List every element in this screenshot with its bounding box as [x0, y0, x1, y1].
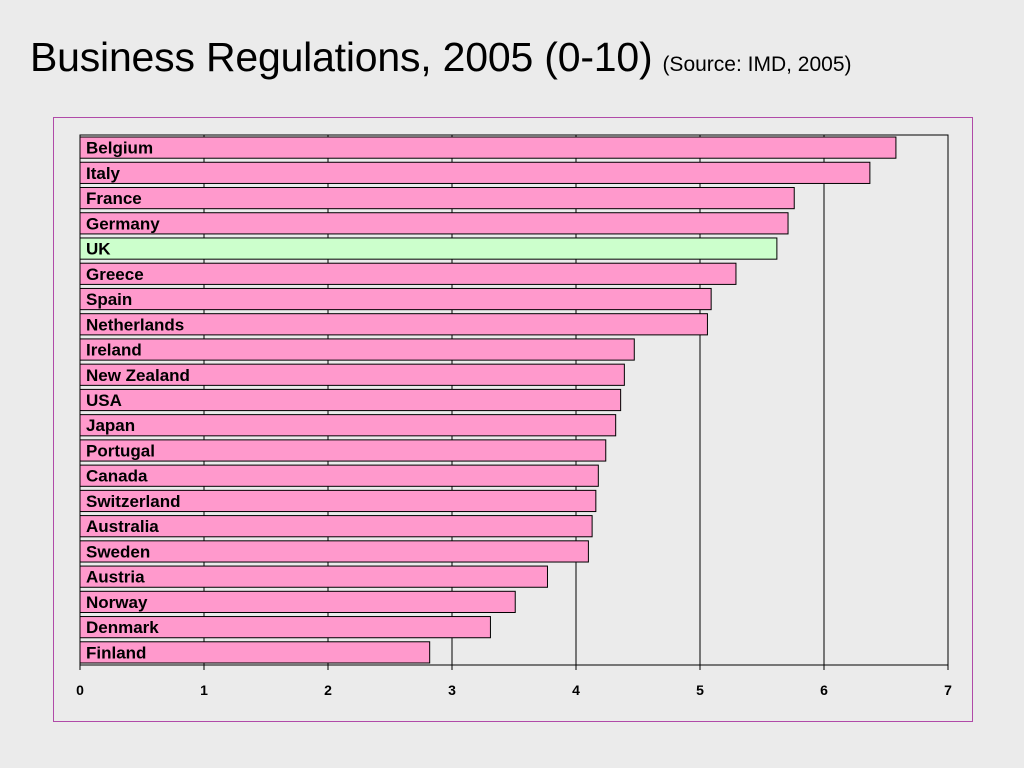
bar-uk: [79, 237, 778, 260]
bar-switzerland: [79, 489, 597, 513]
bar-ireland: [79, 338, 635, 361]
bar-france: [79, 186, 795, 210]
bar-germany: [79, 212, 789, 235]
bar-norway: [79, 590, 516, 614]
category-label: Spain: [86, 290, 132, 309]
category-label: Austria: [86, 568, 145, 587]
category-label: Germany: [86, 214, 160, 233]
bar-italy: [79, 161, 871, 184]
category-label: Ireland: [86, 341, 142, 360]
chart-title: Business Regulations, 2005 (0-10): [30, 34, 653, 80]
x-tick-label: 3: [448, 682, 456, 698]
x-tick-label: 1: [200, 682, 208, 698]
bar-japan: [79, 414, 617, 437]
bar-chart: Belgium Italy France Germany UK Greece Spain Ne…: [76, 134, 952, 698]
source-note: (Source: IMD, 2005): [662, 53, 852, 76]
bar-belgium: [79, 136, 897, 159]
category-label: Greece: [86, 265, 144, 284]
category-label: Japan: [86, 416, 135, 435]
category-label: Portugal: [86, 441, 155, 460]
bar-portugal: [79, 439, 607, 462]
category-label: UK: [86, 240, 111, 259]
bar-denmark: [79, 616, 491, 639]
bar-usa: [79, 388, 622, 412]
category-label: Australia: [86, 517, 159, 536]
bar-canada: [79, 464, 599, 487]
x-tick-label: 2: [324, 682, 332, 698]
bar-greece: [79, 262, 737, 285]
bar-netherlands: [79, 313, 708, 336]
bar-sweden: [79, 540, 589, 563]
category-label: Finland: [86, 643, 146, 662]
x-tick-label: 0: [76, 682, 84, 698]
category-label: France: [86, 189, 142, 208]
bar-austria: [79, 565, 548, 588]
category-label: Switzerland: [86, 492, 180, 511]
category-label: New Zealand: [86, 366, 190, 385]
bar-finland: [79, 641, 431, 664]
category-label: Norway: [86, 593, 148, 612]
category-label: USA: [86, 391, 122, 410]
chart-frame: Belgium Italy France Germany UK Greece Spain Ne…: [53, 117, 973, 722]
x-tick-label: 7: [944, 682, 952, 698]
category-label: Canada: [86, 467, 148, 486]
x-tick-label: 4: [572, 682, 580, 698]
x-tick-label: 5: [696, 682, 704, 698]
category-label: Netherlands: [86, 315, 184, 334]
category-label: Belgium: [86, 139, 153, 158]
category-label: Italy: [86, 164, 121, 183]
bar-new-zealand: [79, 363, 625, 386]
category-label: Denmark: [86, 618, 159, 637]
bar-spain: [79, 287, 712, 311]
slide-title: Business Regulations, 2005 (0-10) (Source…: [30, 34, 852, 81]
category-label: Sweden: [86, 542, 150, 561]
x-tick-label: 6: [820, 682, 828, 698]
bar-australia: [79, 515, 593, 538]
